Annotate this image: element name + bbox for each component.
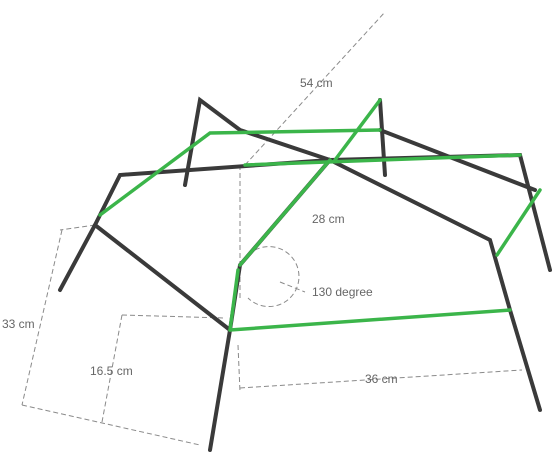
frame-diagram: 54 cm 28 cm 130 degree 33 cm 16.5 cm 36 … <box>0 0 559 452</box>
dimension-label: 54 cm <box>300 76 333 90</box>
dimension-label: 36 cm <box>365 372 398 386</box>
frame <box>60 100 550 450</box>
dimension-label: 16.5 cm <box>90 364 133 378</box>
angle-label: 130 degree <box>312 285 373 299</box>
dimension-label: 33 cm <box>2 317 35 331</box>
dimension-label: 28 cm <box>312 212 345 226</box>
